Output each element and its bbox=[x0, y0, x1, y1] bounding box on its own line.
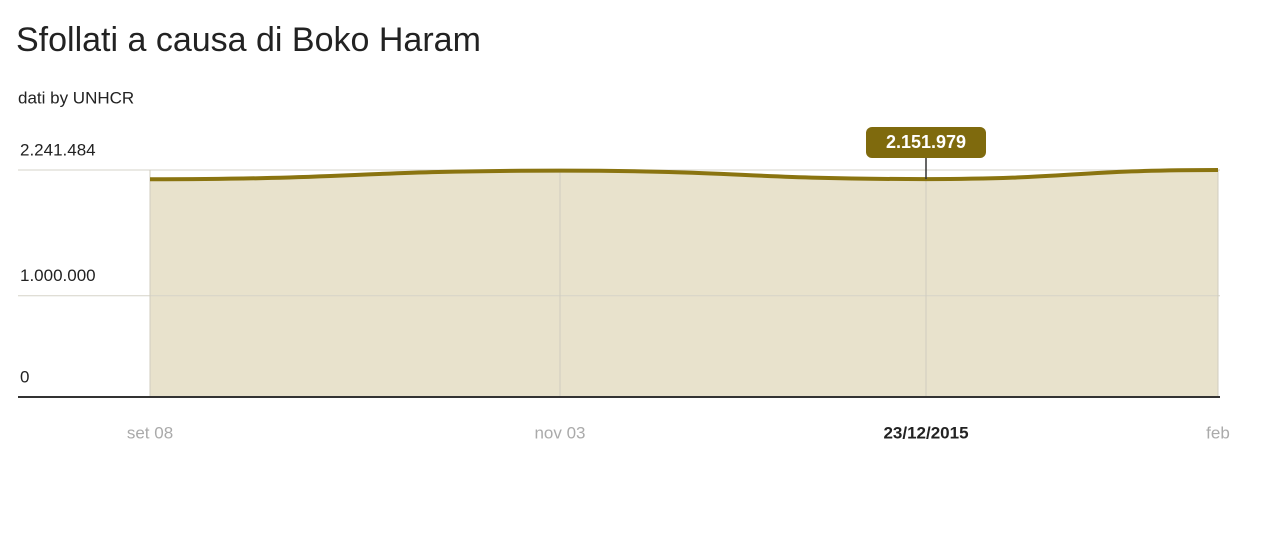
x-tick-label: feb bbox=[1206, 423, 1230, 442]
y-tick-label: 1.000.000 bbox=[20, 266, 96, 285]
area bbox=[150, 170, 1218, 397]
x-tick-label: set 08 bbox=[127, 423, 173, 442]
y-tick-label: 2.241.484 bbox=[20, 140, 96, 159]
data-label: 2.151.979 bbox=[886, 132, 966, 152]
y-tick-label: 0 bbox=[20, 367, 29, 386]
x-tick-label: 23/12/2015 bbox=[883, 423, 968, 442]
chart-subtitle: dati by UNHCR bbox=[18, 88, 134, 107]
tooltip-box bbox=[866, 127, 986, 158]
line bbox=[149, 168, 1219, 182]
x-tick-label: nov 03 bbox=[534, 423, 585, 442]
chart-title: Sfollati a causa di Boko Haram bbox=[16, 21, 481, 59]
